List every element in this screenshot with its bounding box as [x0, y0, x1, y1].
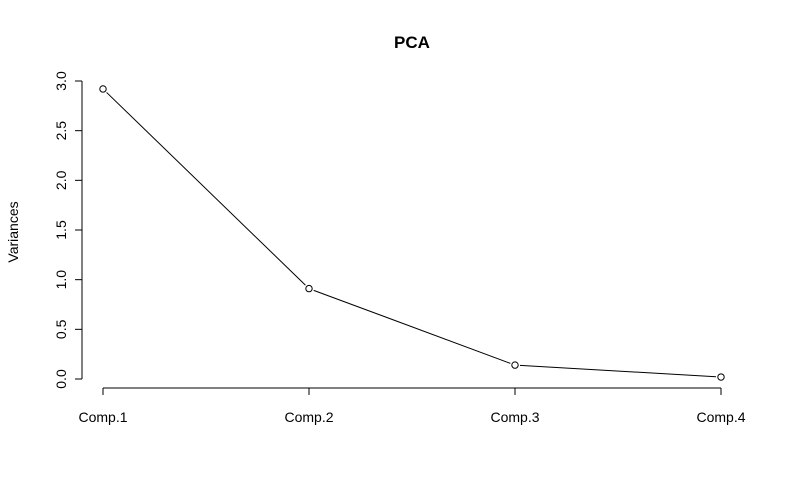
data-point [99, 85, 107, 93]
x-tick-label: Comp.2 [284, 409, 333, 425]
chart-title: PCA [394, 33, 430, 52]
series-line-segment [313, 289, 511, 364]
plot-area [99, 85, 725, 381]
series-line-segment [519, 364, 717, 378]
y-axis-title: Variances [5, 201, 21, 262]
y-tick-label: 2.5 [53, 121, 69, 141]
x-tick-label: Comp.1 [78, 409, 127, 425]
x-tick-label: Comp.3 [490, 409, 539, 425]
x-axis: Comp.1 Comp.2 Comp.3 Comp.4 [78, 387, 746, 425]
y-tick-label: 0.0 [53, 369, 69, 389]
y-tick-label: 1.5 [53, 220, 69, 240]
data-point [717, 373, 725, 381]
y-tick-label: 0.5 [53, 319, 69, 339]
series-line-segment [106, 92, 306, 286]
y-tick-label: 1.0 [53, 270, 69, 290]
y-tick-label: 3.0 [53, 71, 69, 91]
y-tick-label: 2.0 [53, 170, 69, 190]
x-tick-label: Comp.4 [696, 409, 745, 425]
data-point [511, 361, 519, 369]
y-axis: 0.0 0.5 1.0 1.5 2.0 2.5 3.0 [53, 71, 83, 389]
data-point [305, 284, 313, 293]
